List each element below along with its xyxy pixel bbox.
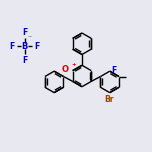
Text: F: F <box>34 42 39 51</box>
Text: F: F <box>22 56 27 65</box>
Text: +: + <box>71 62 76 67</box>
Text: B: B <box>21 42 28 51</box>
Text: ⁻: ⁻ <box>28 33 31 42</box>
Text: F: F <box>22 28 27 37</box>
Text: F: F <box>10 42 15 51</box>
Text: F: F <box>112 66 117 75</box>
Text: O: O <box>61 65 68 74</box>
Text: Br: Br <box>104 95 114 104</box>
